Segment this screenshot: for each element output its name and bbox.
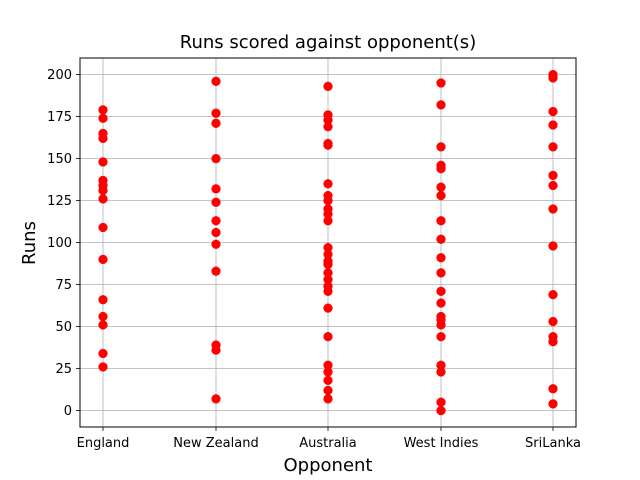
data-point — [98, 113, 108, 123]
chart-title: Runs scored against opponent(s) — [180, 32, 476, 53]
data-point — [323, 140, 333, 150]
data-point — [323, 303, 333, 313]
data-point — [436, 405, 446, 416]
data-point — [323, 286, 333, 296]
data-point — [436, 142, 446, 152]
x-tick-label: New Zealand — [173, 436, 258, 451]
data-point — [211, 227, 221, 238]
data-point — [211, 239, 221, 249]
data-point — [98, 348, 108, 359]
y-tick-label: 150 — [47, 152, 72, 167]
data-point — [211, 184, 221, 194]
x-axis-label: Opponent — [284, 455, 373, 476]
data-point — [436, 298, 446, 308]
data-point — [323, 385, 333, 396]
data-point — [98, 311, 108, 322]
data-point — [548, 170, 558, 181]
data-point — [323, 332, 333, 342]
data-point — [548, 290, 558, 300]
data-point — [98, 105, 108, 115]
data-point — [211, 76, 221, 86]
y-tick-label: 75 — [55, 278, 72, 293]
data-point — [548, 399, 558, 409]
data-point — [436, 182, 446, 192]
data-point — [323, 179, 333, 189]
data-point — [98, 320, 108, 330]
data-point — [323, 259, 333, 270]
data-point — [323, 216, 333, 226]
y-axis-ticks: 0 25 50 75 100 125 150 175 200 — [47, 68, 80, 419]
data-point — [323, 195, 333, 206]
data-point — [436, 216, 446, 226]
x-tick-label: England — [77, 436, 130, 451]
data-point — [436, 367, 446, 377]
data-point — [211, 394, 221, 404]
data-point — [436, 78, 446, 88]
y-axis-label: Runs — [19, 221, 40, 265]
data-point — [548, 316, 558, 327]
data-point — [211, 118, 221, 128]
data-point — [436, 286, 446, 296]
data-point — [211, 153, 221, 164]
x-tick-label: West Indies — [404, 436, 479, 451]
data-point — [323, 81, 333, 92]
data-point — [211, 108, 221, 118]
data-point — [98, 254, 108, 265]
y-tick-label: 0 — [64, 404, 72, 419]
data-point — [548, 106, 558, 117]
data-point — [436, 164, 446, 174]
data-point — [323, 394, 333, 404]
y-tick-label: 50 — [55, 320, 72, 335]
data-point — [323, 122, 333, 132]
data-point — [98, 133, 108, 144]
data-point — [211, 266, 221, 276]
data-point — [548, 384, 558, 394]
data-point — [98, 194, 108, 204]
y-tick-label: 175 — [47, 110, 72, 125]
data-point — [98, 362, 108, 372]
data-point — [548, 241, 558, 251]
x-tick-label: SriLanka — [525, 436, 581, 451]
y-tick-label: 25 — [55, 362, 72, 377]
data-point — [548, 142, 558, 152]
data-point — [548, 337, 558, 347]
y-tick-label: 100 — [47, 236, 72, 251]
data-point — [211, 197, 221, 207]
data-point — [436, 268, 446, 278]
x-tick-label: Australia — [299, 436, 357, 451]
data-points — [98, 69, 558, 416]
data-point — [98, 185, 108, 196]
data-point — [436, 397, 446, 407]
data-point — [98, 157, 108, 167]
data-point — [211, 345, 221, 355]
data-point — [436, 234, 446, 244]
data-point — [548, 180, 558, 191]
data-point — [436, 190, 446, 201]
data-point — [211, 216, 221, 226]
y-tick-label: 125 — [47, 194, 72, 209]
data-point — [436, 332, 446, 342]
data-point — [98, 295, 108, 305]
data-point — [436, 100, 446, 110]
data-point — [323, 367, 333, 377]
x-axis-ticks: England New Zealand Australia West Indies Sr… — [77, 427, 581, 451]
y-tick-label: 200 — [47, 68, 72, 83]
data-point — [548, 73, 558, 83]
data-point — [548, 120, 558, 130]
data-point — [548, 204, 558, 214]
data-point — [436, 253, 446, 263]
data-point — [323, 375, 333, 386]
data-point — [436, 320, 446, 330]
data-point — [98, 222, 108, 233]
